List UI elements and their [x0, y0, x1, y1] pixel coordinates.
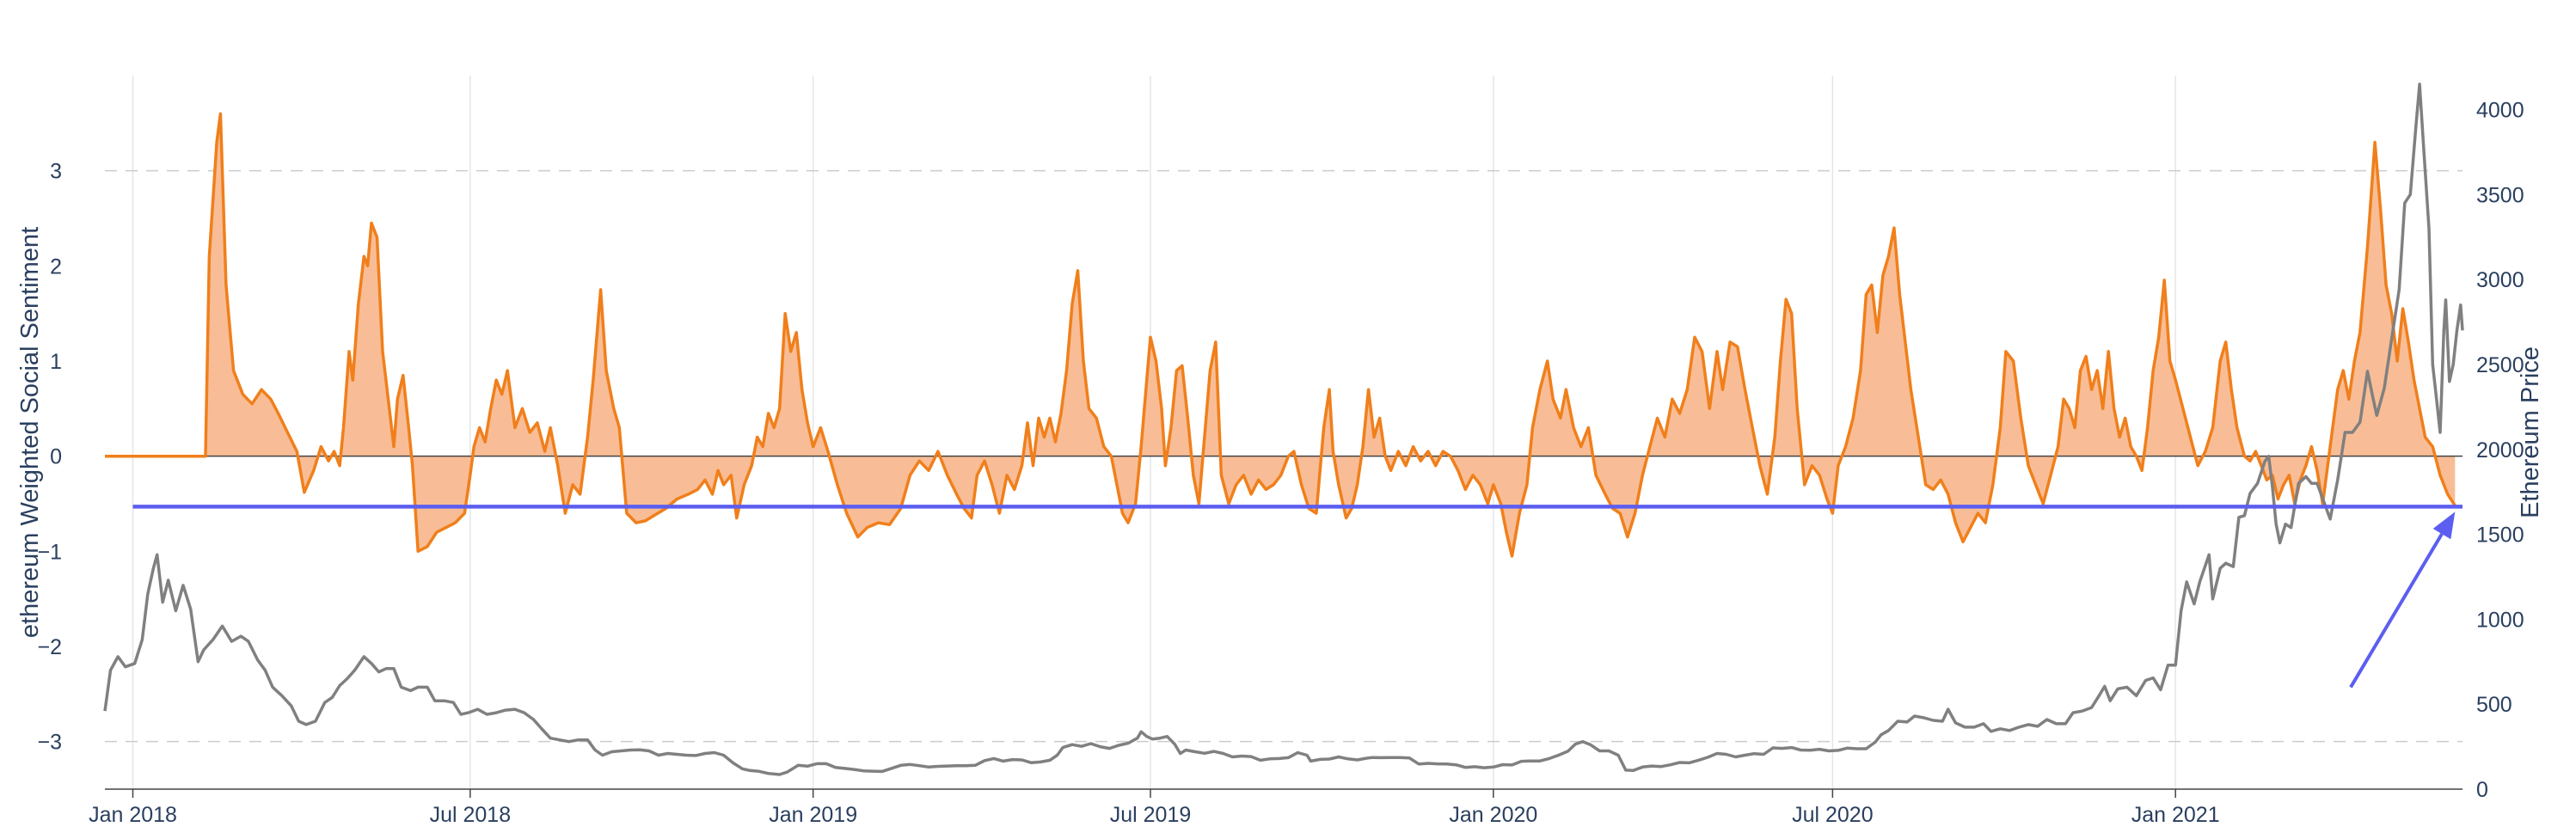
sentiment-fill-layer [105, 113, 2456, 556]
y-left-tick-label: −2 [37, 635, 62, 659]
price-line-layer [103, 83, 2464, 776]
arrow-head [2432, 511, 2456, 540]
y-left-axis-title: ethereum Weighted Social Sentiment [16, 227, 44, 638]
y-left-tick-label: −1 [37, 540, 62, 564]
y-left-tick-label: 1 [50, 350, 62, 374]
y-right-tick-label: 0 [2476, 778, 2488, 802]
y-right-tick-label: 3000 [2476, 268, 2524, 292]
y-right-axis-ticks: 0 500 1000 1500 2000 2500 3000 3500 4000 [2476, 99, 2524, 802]
y-left-tick-label: −3 [37, 731, 62, 755]
y-right-axis-title: Ethereum Price [2517, 346, 2544, 518]
y-right-tick-label: 3500 [2476, 183, 2524, 207]
sentiment-area [105, 113, 2456, 556]
y-right-tick-label: 2500 [2476, 353, 2524, 377]
y-left-tick-label: 0 [50, 445, 62, 469]
y-left-tick-label: 2 [50, 254, 62, 279]
x-tick-label: Jul 2020 [1792, 803, 1874, 827]
y-left-axis-ticks: −3 −2 −1 0 1 2 3 [37, 160, 62, 755]
annotation-arrow [2349, 511, 2456, 689]
y-right-tick-label: 2000 [2476, 438, 2524, 462]
x-tick-label: Jan 2018 [89, 803, 177, 827]
x-tick-label: Jul 2019 [1110, 803, 1192, 827]
y-left-tick-label: 3 [50, 160, 62, 184]
y-right-tick-label: 500 [2476, 693, 2512, 717]
grid-layer [105, 76, 2463, 789]
y-right-tick-label: 1000 [2476, 608, 2524, 632]
x-tick-label: Jan 2021 [2131, 803, 2220, 827]
y-right-tick-label: 1500 [2476, 524, 2524, 548]
x-axis-ticks: Jan 2018 Jul 2018 Jan 2019 Jul 2019 Jan 2020… [89, 789, 2220, 827]
y-right-tick-label: 4000 [2476, 99, 2524, 123]
arrow-shaft [2349, 533, 2444, 689]
price-line [103, 83, 2464, 776]
x-tick-label: Jan 2020 [1449, 803, 1537, 827]
x-tick-label: Jul 2018 [430, 803, 512, 827]
x-tick-label: Jan 2019 [769, 803, 857, 827]
